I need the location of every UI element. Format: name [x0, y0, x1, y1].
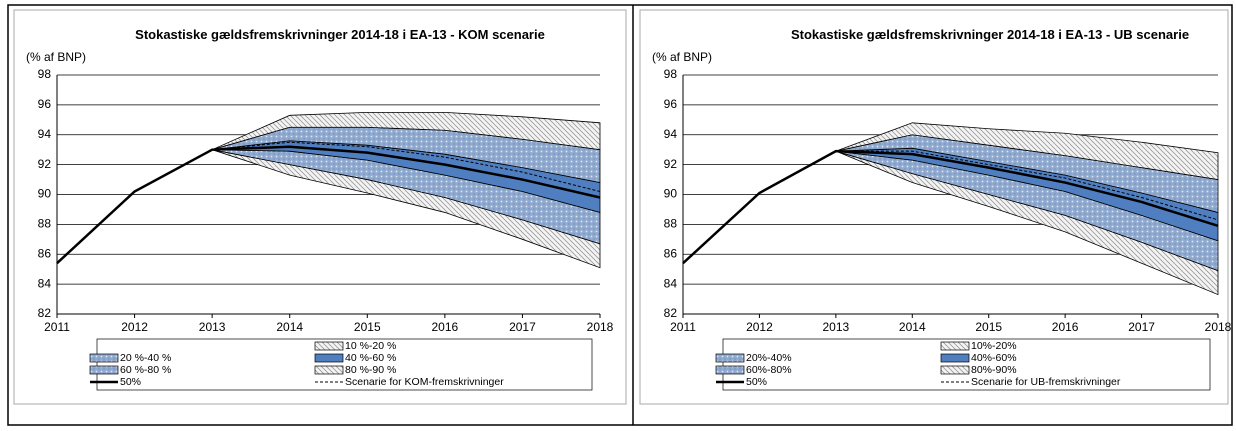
y-axis-label: (% af BNP) [26, 50, 86, 64]
y-tick-label: 92 [664, 157, 678, 171]
fan-band [211, 111, 601, 151]
fan-band [835, 122, 1219, 181]
x-tick-label: 2018 [587, 320, 614, 334]
x-tick-label: 2013 [823, 320, 850, 334]
chart-title: Stokastiske gældsfremskrivninger 2014-18… [135, 27, 545, 42]
y-tick-label: 86 [38, 246, 52, 260]
y-tick-label: 94 [38, 127, 52, 141]
series-line [56, 145, 601, 265]
legend-label: 20%-40% [746, 352, 792, 364]
series-line [682, 149, 1219, 265]
legend-label: 20 %-40 % [120, 352, 171, 364]
legend-label: 40 %-60 % [345, 352, 396, 364]
x-tick-label: 2017 [509, 320, 536, 334]
legend-label: 50% [746, 376, 767, 388]
legend-swatch [314, 341, 344, 351]
y-tick-label: 96 [38, 97, 52, 111]
legend-label: 40%-60% [971, 352, 1017, 364]
x-tick-label: 2012 [746, 320, 773, 334]
x-tick-label: 2016 [432, 320, 459, 334]
x-tick-label: 2012 [121, 320, 148, 334]
legend-label: 50% [120, 376, 141, 388]
title-box: Stokastiske gældsfremskrivninger 2014-18… [135, 27, 545, 42]
legend-label: 10 %-20 % [345, 340, 396, 352]
legend-swatch [715, 353, 745, 363]
legend-label: 80 %-90 % [345, 364, 396, 376]
legend-box [96, 338, 593, 391]
y-tick-label: 94 [664, 127, 678, 141]
y-tick-label: 90 [38, 187, 52, 201]
y-tick-label: 88 [38, 217, 52, 231]
legend-label: Scenarie for UB-fremskrivninger [971, 376, 1121, 388]
y-tick-label: 84 [664, 276, 678, 290]
outer-frame [7, 4, 1233, 426]
legend-label: 80%-90% [971, 364, 1017, 376]
x-tick-label: 2015 [354, 320, 381, 334]
chart: Stokastiske gældsfremskrivninger 2014-18… [26, 27, 614, 391]
series-line [212, 141, 601, 192]
x-tick-label: 2017 [1128, 320, 1155, 334]
x-tick-label: 2014 [276, 320, 303, 334]
legend-swatch [314, 365, 344, 375]
y-tick-label: 88 [664, 217, 678, 231]
legend-label: 60%-80% [746, 364, 792, 376]
legend-box [722, 338, 1211, 391]
chart-title: Stokastiske gældsfremskrivninger 2014-18… [790, 27, 1190, 42]
y-tick-label: 96 [664, 97, 678, 111]
x-tick-label: 2011 [44, 320, 70, 334]
x-tick-label: 2015 [975, 320, 1002, 334]
y-tick-label: 98 [664, 67, 678, 81]
y-tick-label: 98 [38, 67, 52, 81]
y-tick-label: 90 [664, 187, 678, 201]
x-tick-label: 2016 [1052, 320, 1079, 334]
legend-label: 10%-20% [971, 340, 1017, 352]
legend-label: 60 %-80 % [120, 364, 171, 376]
y-tick-label: 82 [38, 306, 52, 320]
x-tick-label: 2014 [899, 320, 926, 334]
y-tick-label: 86 [664, 246, 678, 260]
x-tick-label: 2018 [1205, 320, 1232, 334]
series-line [835, 150, 1219, 221]
legend-swatch [940, 365, 970, 375]
legend-swatch [940, 341, 970, 351]
legend-swatch [89, 353, 119, 363]
y-tick-label: 82 [664, 306, 678, 320]
chart-frame [13, 9, 627, 405]
chart: Stokastiske gældsfremskrivninger 2014-18… [652, 27, 1232, 391]
legend-swatch [715, 365, 745, 375]
y-tick-label: 92 [38, 157, 52, 171]
legend-swatch [89, 365, 119, 375]
legend-swatch [314, 353, 344, 363]
title-box: Stokastiske gældsfremskrivninger 2014-18… [790, 27, 1190, 42]
x-tick-label: 2013 [199, 320, 226, 334]
x-tick-label: 2011 [670, 320, 696, 334]
legend-swatch [940, 353, 970, 363]
y-axis-label: (% af BNP) [652, 50, 712, 64]
chart-frame [639, 9, 1229, 405]
y-tick-label: 84 [38, 276, 52, 290]
legend-label: Scenarie for KOM-fremskrivninger [345, 376, 504, 388]
